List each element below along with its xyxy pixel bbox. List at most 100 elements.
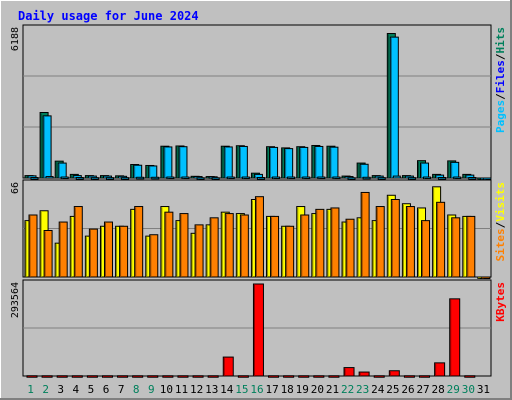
- bar-sites-day-13: [209, 217, 219, 278]
- legend-entry: Hits: [494, 27, 507, 54]
- bar-kbytes-day-22: [343, 367, 355, 377]
- bar-files-day-14: [223, 146, 233, 179]
- bar-pages-day-19: [302, 176, 311, 180]
- bar-sites-day-9: [149, 234, 159, 278]
- x-tick-label: 31: [477, 383, 490, 396]
- legend-entry: Sites: [494, 228, 507, 261]
- bar-kbytes-day-15: [237, 375, 249, 378]
- bar-sites-day-19: [300, 214, 310, 278]
- bar-kbytes-day-30: [464, 375, 476, 378]
- bar-sites-day-29: [451, 217, 461, 278]
- x-tick-label: 11: [175, 383, 188, 396]
- bar-sites-day-14: [224, 213, 234, 278]
- bar-pages-day-3: [60, 176, 69, 180]
- x-tick-label: 29: [447, 383, 460, 396]
- x-tick-label: 9: [148, 383, 155, 396]
- bar-kbytes-day-17: [268, 375, 280, 378]
- bar-kbytes-day-8: [132, 375, 144, 378]
- bar-kbytes-day-27: [419, 375, 431, 378]
- legend-entry: /: [494, 53, 507, 60]
- bar-pages-day-29: [453, 176, 462, 180]
- bar-sites-day-16: [254, 196, 264, 278]
- bar-kbytes-day-2: [41, 375, 53, 378]
- bar-files-day-23: [359, 163, 369, 179]
- bar-sites-day-24: [375, 206, 385, 278]
- legend-visits-sites: Sites/Visits: [494, 182, 507, 262]
- bar-pages-day-8: [136, 176, 145, 180]
- bar-sites-day-27: [421, 220, 431, 278]
- bar-kbytes-day-5: [86, 375, 98, 378]
- bar-kbytes-day-16: [252, 283, 264, 377]
- bar-files-day-20: [314, 145, 324, 179]
- bar-pages-day-5: [90, 177, 99, 180]
- bar-sites-day-4: [73, 206, 83, 278]
- bar-sites-day-23: [360, 191, 370, 278]
- bar-files-day-19: [299, 146, 309, 179]
- bar-pages-day-7: [121, 177, 130, 180]
- bar-kbytes-day-20: [313, 375, 325, 378]
- bar-pages-day-24: [377, 177, 386, 180]
- panel-kbytes: 293564 KBytes: [10, 279, 507, 378]
- bar-kbytes-day-10: [162, 375, 174, 378]
- x-tick-label: 1: [27, 383, 34, 396]
- bar-kbytes-day-21: [328, 375, 340, 378]
- bar-kbytes-day-12: [192, 375, 204, 378]
- bar-pages-day-4: [75, 177, 84, 180]
- legend-entry: Files: [494, 60, 507, 93]
- x-tick-label: 28: [432, 383, 445, 396]
- bar-pages-day-27: [423, 176, 432, 180]
- axis-max-label: 293564: [10, 282, 21, 318]
- bar-files-day-17: [269, 146, 279, 179]
- bar-sites-day-1: [28, 214, 38, 278]
- legend-entry: Pages: [494, 100, 507, 133]
- bar-sites-day-28: [436, 201, 446, 278]
- x-tick-label: 15: [235, 383, 248, 396]
- bar-sites-day-17: [270, 215, 280, 278]
- bar-sites-day-5: [88, 228, 98, 278]
- x-tick-label: 23: [356, 383, 369, 396]
- bar-sites-day-26: [405, 206, 415, 278]
- bar-kbytes-day-14: [222, 356, 234, 377]
- bar-pages-day-28: [438, 177, 447, 180]
- bar-sites-day-7: [119, 225, 129, 278]
- bar-kbytes-day-24: [373, 375, 385, 378]
- legend-hits-files-pages: Pages/Files/Hits: [494, 27, 507, 133]
- bar-kbytes-day-28: [434, 362, 446, 377]
- bar-pages-day-2: [45, 176, 54, 179]
- bar-kbytes-day-1: [26, 375, 38, 378]
- bar-sites-day-25: [390, 199, 400, 278]
- bar-kbytes-day-23: [358, 371, 370, 377]
- bar-pages-day-10: [166, 176, 175, 180]
- x-tick-label: 19: [296, 383, 309, 396]
- bar-sites-day-2: [43, 230, 53, 278]
- bar-files-day-21: [329, 146, 339, 179]
- bar-kbytes-day-13: [207, 375, 219, 378]
- x-tick-label: 26: [401, 383, 414, 396]
- x-tick-label: 25: [386, 383, 399, 396]
- bar-sites-day-20: [315, 208, 325, 278]
- bar-files-day-27: [420, 162, 430, 179]
- x-tick-label: 20: [311, 383, 324, 396]
- bar-pages-day-22: [347, 177, 356, 180]
- bar-pages-day-6: [105, 177, 114, 180]
- legend-entry: /: [494, 93, 507, 100]
- bar-kbytes-day-18: [283, 375, 295, 378]
- x-tick-label: 12: [190, 383, 203, 396]
- x-tick-label: 4: [73, 383, 80, 396]
- x-tick-label: 30: [462, 383, 475, 396]
- bar-kbytes-day-19: [298, 375, 310, 378]
- bar-pages-day-30: [468, 177, 477, 180]
- x-tick-label: 5: [88, 383, 95, 396]
- legend-entry: Visits: [494, 182, 507, 222]
- x-tick-label: 17: [265, 383, 278, 396]
- bar-files-day-29: [450, 161, 460, 179]
- x-tick-label: 16: [250, 383, 263, 396]
- x-tick-labels: 1 2 3 4 5 6 7 8 9 10 11 12 13 14 15 16 17 18 19 20 21 22 23 24 2…: [27, 383, 490, 396]
- bar-pages-day-26: [407, 177, 416, 180]
- bar-sites-day-3: [58, 221, 68, 278]
- bar-files-day-10: [163, 146, 173, 179]
- chart-panels: 6188Pages/Files/Hits66Sites/Visits293564…: [10, 24, 507, 378]
- bar-sites-day-10: [164, 211, 174, 278]
- bar-kbytes-day-7: [117, 375, 129, 378]
- bar-sites-day-21: [330, 207, 340, 278]
